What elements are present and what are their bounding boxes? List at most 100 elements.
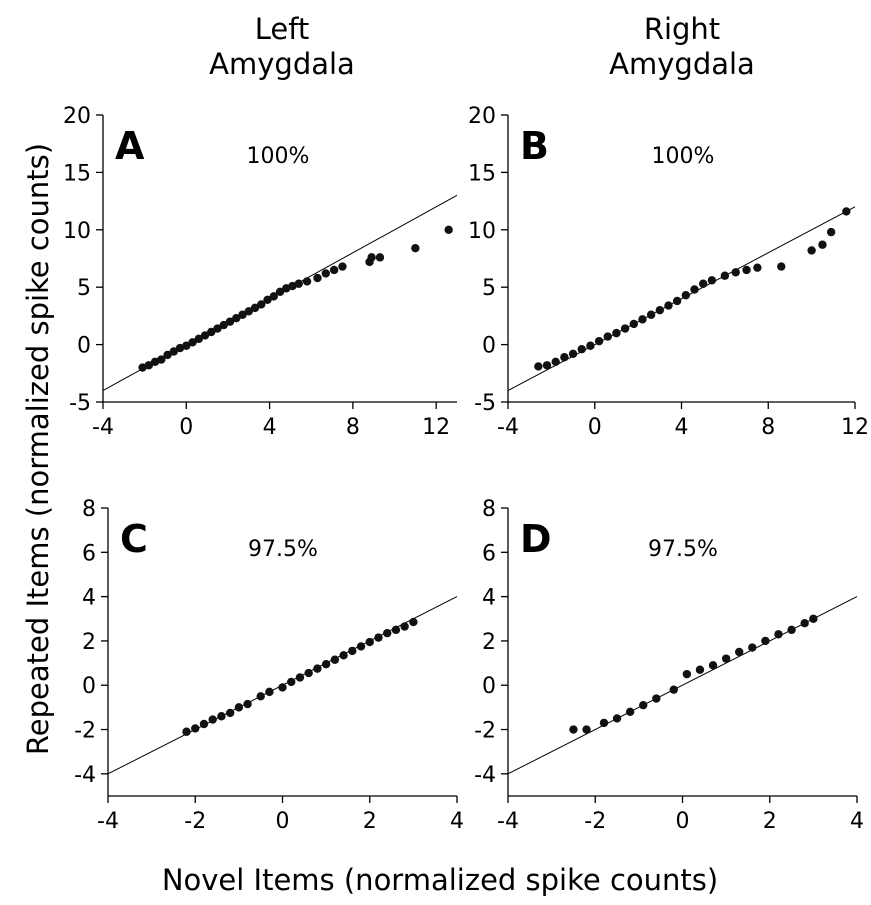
- data-point-b: [603, 332, 612, 341]
- data-point-d: [721, 654, 731, 663]
- panel-letter-d: D: [520, 517, 552, 561]
- y-tick-label-b: 20: [468, 104, 496, 129]
- panel-letter-c: C: [120, 517, 148, 561]
- y-tick-label-d: 8: [482, 497, 496, 522]
- data-point-d: [582, 725, 591, 734]
- data-point-d: [599, 718, 609, 728]
- data-point-c: [339, 651, 348, 660]
- data-point-b: [560, 353, 569, 362]
- data-point-c: [265, 687, 274, 697]
- y-tick-label-d: 2: [482, 630, 496, 655]
- data-point-b: [707, 276, 717, 285]
- data-point-b: [681, 291, 691, 300]
- data-point-a: [444, 225, 453, 234]
- data-point-d: [761, 636, 770, 646]
- data-point-b: [568, 349, 578, 358]
- x-tick-label-b: -4: [497, 415, 519, 440]
- data-point-c: [278, 683, 287, 692]
- data-point-b: [664, 301, 673, 310]
- x-tick-label-b: 12: [841, 415, 869, 440]
- data-point-d: [639, 700, 648, 710]
- column-title-right: Right Amygdala: [552, 12, 812, 82]
- data-point-b: [777, 262, 786, 271]
- y-tick-label-a: 5: [77, 276, 91, 301]
- data-point-a: [269, 292, 278, 301]
- y-tick-label-c: 8: [82, 497, 96, 522]
- data-point-d: [774, 630, 783, 639]
- x-tick-label-d: 4: [850, 809, 864, 834]
- x-axis-label: Novel Items (normalized spike counts): [161, 863, 719, 897]
- data-point-b: [551, 357, 560, 367]
- panel-annotation-a: 100%: [247, 144, 310, 169]
- x-tick-label-c: 4: [450, 809, 464, 834]
- data-point-a: [163, 350, 172, 360]
- data-point-b: [586, 341, 595, 350]
- column-title-right-line2: Amygdala: [609, 47, 755, 81]
- data-point-d: [612, 714, 622, 723]
- x-tick-label-b: 4: [675, 415, 689, 440]
- data-point-c: [374, 633, 383, 642]
- y-tick-label-c: 2: [82, 630, 96, 655]
- data-point-a: [194, 334, 203, 344]
- y-tick-label-a: 15: [63, 161, 91, 186]
- data-point-a: [232, 313, 241, 323]
- data-point-a: [338, 262, 347, 271]
- y-tick-label-b: 10: [468, 219, 496, 244]
- data-point-a: [219, 320, 228, 330]
- data-point-b: [655, 305, 665, 315]
- data-point-c: [383, 628, 392, 638]
- data-point-c: [234, 703, 244, 712]
- y-tick-label-a: 20: [63, 104, 91, 129]
- x-tick-label-d: 2: [763, 809, 777, 834]
- reference-line-d: [507, 596, 858, 775]
- data-point-c: [182, 727, 191, 736]
- y-tick-label-b: 0: [482, 334, 496, 359]
- data-point-c: [330, 655, 340, 664]
- data-point-c: [348, 646, 357, 656]
- x-tick-label-c: -4: [97, 809, 119, 834]
- data-point-c: [225, 708, 235, 718]
- data-point-a: [200, 331, 210, 340]
- y-tick-label-c: 0: [82, 674, 96, 699]
- x-tick-label-c: 0: [276, 809, 290, 834]
- reference-line-b: [507, 206, 856, 391]
- y-tick-label-b: -5: [474, 391, 496, 416]
- data-point-a: [244, 307, 253, 316]
- data-point-d: [748, 643, 757, 652]
- x-tick-label-b: 0: [588, 415, 602, 440]
- data-point-a: [182, 341, 191, 350]
- data-point-c: [313, 664, 322, 673]
- data-point-a: [275, 287, 285, 296]
- data-point-a: [411, 243, 420, 253]
- panel-b: -5 0 5 10 15 20 -4 0 4 8 12 B 100%: [468, 104, 869, 440]
- data-point-b: [594, 336, 604, 346]
- x-tick-label-a: 4: [263, 415, 277, 440]
- data-point-c: [304, 668, 313, 678]
- data-point-a: [313, 273, 322, 283]
- data-point-c: [391, 625, 401, 635]
- x-tick-label-c: -2: [184, 809, 206, 834]
- data-point-b: [690, 285, 699, 294]
- y-tick-label-d: -2: [474, 719, 496, 744]
- column-title-left-line2: Amygdala: [209, 47, 355, 81]
- data-point-c: [400, 622, 409, 631]
- data-point-b: [646, 310, 656, 319]
- data-point-b: [542, 361, 552, 370]
- data-point-d: [708, 661, 718, 670]
- data-point-b: [818, 240, 827, 249]
- y-tick-label-a: 0: [77, 334, 91, 359]
- data-point-a: [375, 253, 385, 262]
- data-point-d: [809, 614, 818, 623]
- data-point-b: [826, 227, 836, 237]
- data-point-c: [295, 673, 305, 682]
- y-tick-label-d: 6: [482, 541, 496, 566]
- data-point-b: [742, 265, 751, 275]
- data-point-a: [367, 253, 376, 262]
- data-point-b: [720, 271, 730, 280]
- column-title-left: Left Amygdala: [152, 12, 412, 82]
- data-point-a: [225, 317, 235, 326]
- y-tick-label-c: 6: [82, 541, 96, 566]
